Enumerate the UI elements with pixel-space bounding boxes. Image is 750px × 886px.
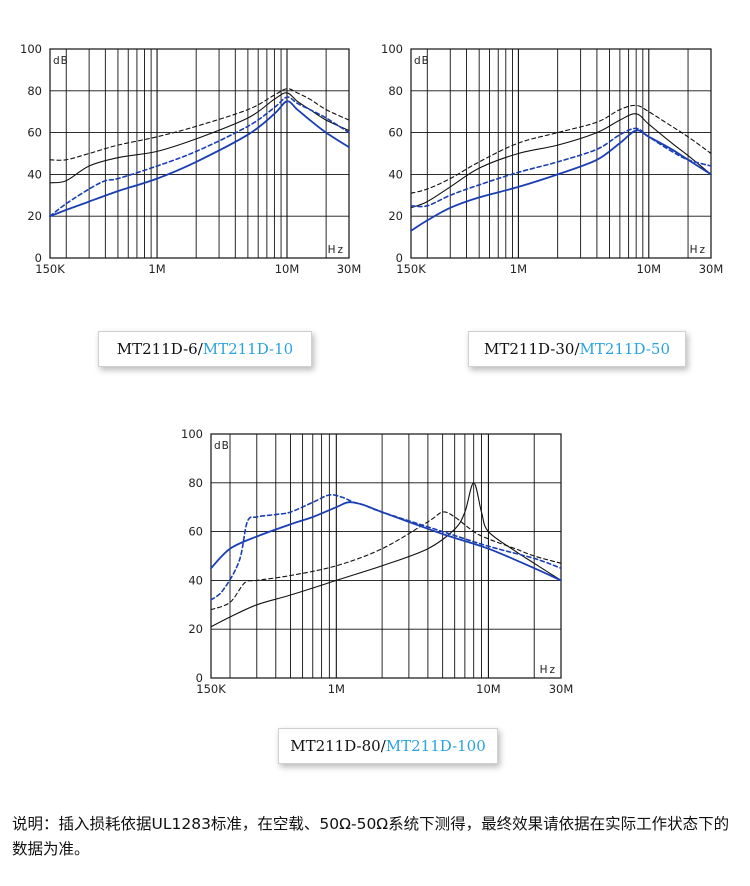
c1-series-blue-solid [49,100,350,218]
c1-series-blue-dashed [49,96,350,217]
chart-2-legend-sep: / [574,340,580,358]
c3-y-tick-label: 80 [188,476,203,490]
c1-y-tick-label: 80 [27,84,42,98]
c1-y-tick-label: 20 [27,209,42,223]
c1-x-tick-label: 150K [35,262,65,276]
c1-x-tick-label: 10M [275,262,300,276]
c1-x-tick-label: 1M [148,262,165,276]
c3-y-tick-label: 100 [181,427,203,441]
c2-y-tick-label: 40 [388,167,403,181]
c2-x-tick-label: 150K [396,262,426,276]
c2-x-tick-label: 1M [510,262,527,276]
c3-y-tick-label: 40 [188,573,203,587]
c1-y-tick-label: 100 [20,42,42,56]
c3-ylabel: dB [214,440,230,452]
c2-xlabel: Hz [690,244,707,256]
c2-x-tick-label: 30M [699,262,724,276]
chart-3-legend-sep: / [380,737,386,755]
c1-y-tick-label: 60 [27,126,42,140]
chart-2-legend-black: MT211D-30 [484,340,575,358]
chart-3-legend: MT211D-80/MT211D-100 [278,728,498,764]
chart-2-legend-blue: MT211D-50 [579,340,670,358]
c1-frame [49,48,350,259]
c2-series-blue-solid [410,129,712,232]
c3-x-tick-label: 150K [196,682,226,696]
c3-xlabel: Hz [540,664,557,676]
c3-series-black-solid [210,482,562,628]
c2-y-tick-label: 100 [381,42,403,56]
c2-y-tick-label: 20 [388,209,403,223]
chart-3-legend-black: MT211D-80 [290,737,381,755]
c1-xlabel: Hz [328,244,345,256]
c3-y-tick-label: 0 [196,671,203,685]
c2-ylabel: dB [414,55,430,67]
c3-y-tick-label: 60 [188,525,203,539]
footnote: 说明：插入损耗依据UL1283标准，在空载、50Ω-50Ω系统下测得，最终效果请… [12,815,730,858]
c3-y-tick-label: 20 [188,622,203,636]
c2-series-black-dashed [410,104,712,194]
c1-ylabel: dB [53,55,69,67]
c2-y-tick-label: 80 [388,84,403,98]
c2-series-black-solid [410,113,712,209]
c2-series-blue-dashed [410,127,712,208]
c2-y-tick-label: 0 [396,251,403,265]
c1-y-tick-label: 40 [27,167,42,181]
c2-y-tick-label: 60 [388,126,403,140]
c1-series-black-dashed [49,88,350,161]
c3-x-tick-label: 30M [549,682,574,696]
c3-x-tick-label: 10M [476,682,501,696]
chart-1-legend-black: MT211D-6 [116,340,198,358]
c3-x-tick-label: 1M [328,682,345,696]
c3-series-blue-dashed [210,494,562,601]
c3-series-black-dashed [210,511,562,611]
chart-1-legend-blue: MT211D-10 [202,340,294,358]
chart-2-legend: MT211D-30/MT211D-50 [468,331,686,367]
chart-3-legend-blue: MT211D-100 [385,737,486,755]
chart-1-legend-sep: / [197,340,203,358]
c1-y-tick-label: 0 [35,251,42,265]
c1-x-tick-label: 30M [337,262,362,276]
c3-series-blue-solid [210,501,562,582]
c3-frame [210,433,562,679]
c2-x-tick-label: 10M [637,262,662,276]
chart-1-legend: MT211D-6/MT211D-10 [98,331,312,367]
